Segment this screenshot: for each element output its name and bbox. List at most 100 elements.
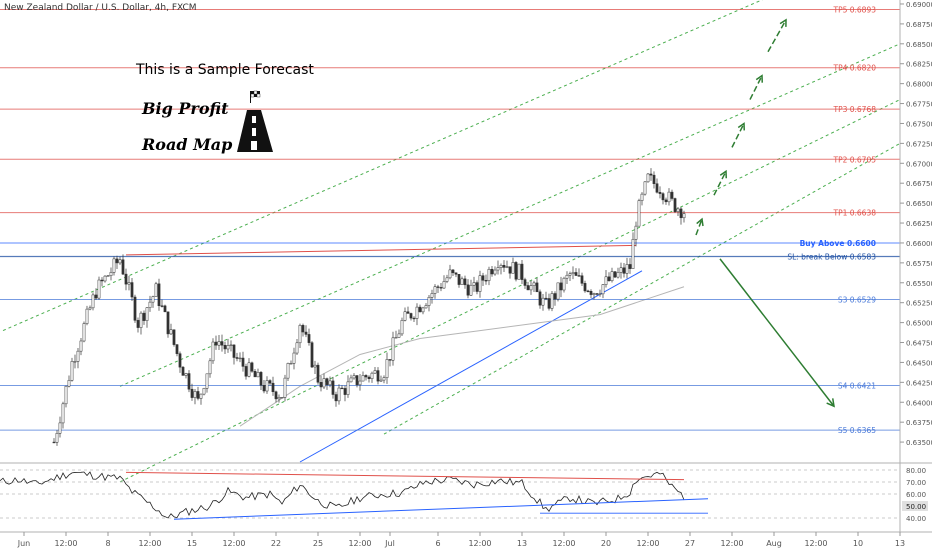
candle-body [232,344,236,358]
candle-body [619,267,623,273]
candle-body [337,387,341,402]
candle-body [544,297,548,300]
candle-body [613,271,617,278]
checkered-flag-icon [250,90,261,103]
candle-body [145,307,149,321]
candle-body [103,275,107,282]
candle-body [418,306,422,313]
level-label: S5 0.6365 [838,426,876,435]
oscillator-value-tag [902,501,928,511]
candle-body [397,333,401,338]
candle-body [502,265,506,268]
candle-body [682,213,686,219]
candle-body [160,305,164,307]
candle-body [94,294,98,299]
candle-body [679,208,683,219]
candle-body [649,173,653,176]
candle-body [451,269,455,274]
candle-body [352,375,356,379]
candle-body [568,273,572,276]
candle-body [667,191,671,203]
candle-body [133,296,137,321]
candle-body [142,312,146,321]
candle-body [64,385,68,405]
candle-body [58,422,62,434]
candle-body [61,403,65,424]
road-icon [237,110,273,152]
x-tick-label: 12:00 [804,539,827,548]
x-tick-label: 22 [271,539,281,548]
x-tick-label: Jun [17,539,31,548]
candle-body [244,366,248,377]
forecast-arrow [713,170,727,196]
candle-body [235,357,239,359]
candle-body [598,293,602,295]
candle-body [625,264,629,274]
candle-body [307,334,311,343]
candle-body [511,262,515,274]
candle-body [247,362,251,377]
forecast-arrow-down [719,258,835,407]
resistance-line [125,244,637,256]
candle-body [391,337,395,361]
candle-body [238,357,242,360]
level-lines: TP5 0.6893 TP4 0.6820 TP3 0.6768 TP2 0.6705… [0,6,900,435]
forecast-arrow [695,218,703,236]
x-tick-label: 6 [435,539,440,548]
candle-body [262,385,266,392]
candle-body [634,225,638,240]
candle-body [241,357,245,367]
x-tick-label: 12:00 [222,539,245,548]
candle-body [70,361,74,381]
oscillator-trendline [173,498,709,520]
level-label: S3 0.6529 [838,296,876,305]
candle-body [595,293,599,295]
channel-line [119,99,901,483]
candle-body [199,393,203,399]
oscillator-tick-label: 80.00 [906,467,926,475]
candle-body [388,359,392,361]
candle-body [205,373,209,389]
candle-body [67,380,71,387]
candle-body [127,282,131,285]
candle-body [343,388,347,395]
candle-body [514,262,518,280]
candle-body [409,313,413,319]
candle-body [559,282,563,291]
candle-body [367,376,371,379]
candle-body [652,174,656,184]
candle-body [97,279,101,299]
candle-body [589,291,593,295]
candle-body [604,276,608,285]
candle-body [187,373,191,390]
candle-body [541,297,545,306]
candle-body [463,278,467,286]
candle-body [403,311,407,321]
candle-body [529,285,533,291]
level-label: Buy Above 0.6600 [800,239,876,248]
candle-body [334,394,338,402]
candle-body [280,397,284,399]
candle-body [607,276,611,282]
candle-body [265,380,269,392]
candle-body [358,380,362,386]
candle-body [601,284,605,295]
candle-body [253,371,257,378]
candle-body [196,391,200,399]
candle-body [400,320,404,335]
x-tick-label: Jul [384,539,395,548]
candle-body [268,380,272,384]
candle-body [472,282,476,286]
candle-body [148,301,152,308]
candle-body [223,344,227,350]
level-label: S4 0.6421 [838,382,876,391]
